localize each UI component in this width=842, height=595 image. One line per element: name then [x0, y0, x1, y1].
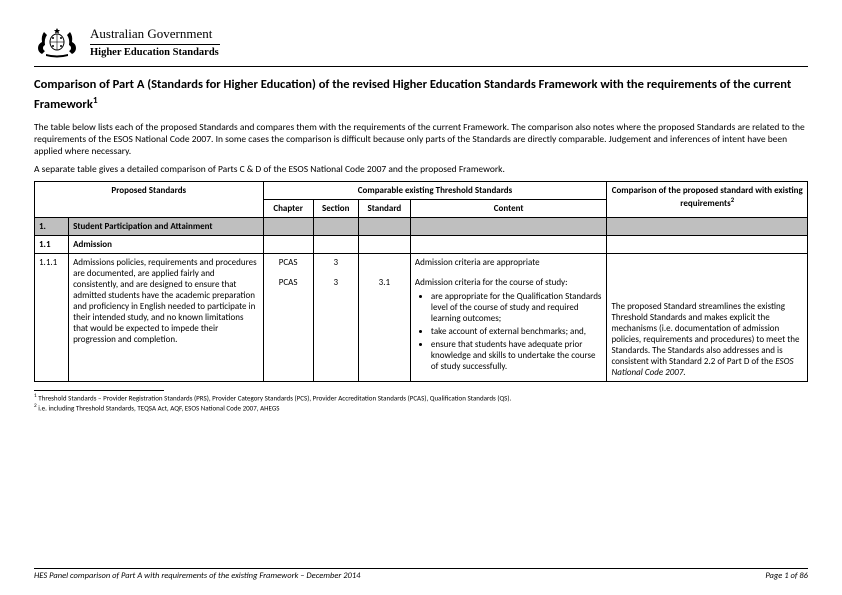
th-chapter: Chapter: [263, 200, 313, 218]
footer-left: HES Panel comparison of Part A with requ…: [34, 571, 360, 581]
th-comparable: Comparable existing Threshold Standards: [263, 182, 607, 200]
fn2-text: i.e. including Threshold Standards, TEQS…: [37, 404, 280, 413]
footnote-2: 2 i.e. including Threshold Standards, TE…: [34, 403, 808, 413]
page-title: Comparison of Part A (Standards for High…: [34, 77, 808, 114]
th-standard: Standard: [358, 200, 410, 218]
header-rule: [34, 66, 808, 67]
table-subsection-row: 1.1 Admission: [35, 236, 808, 254]
comparison-text: The proposed Standard streamlines the ex…: [611, 301, 799, 367]
detail-section: 3 3: [313, 254, 358, 382]
detail-proposed: Admissions policies, requirements and pr…: [69, 254, 263, 382]
intro-para-1: The table below lists each of the propos…: [34, 122, 808, 158]
bullet-0: are appropriate for the Qualification St…: [431, 291, 603, 324]
th-comparison: Comparison of the proposed standard with…: [607, 182, 808, 218]
footnote-1: 1 Threshold Standards – Provider Registr…: [34, 393, 808, 403]
detail-content: Admission criteria are appropriate Admis…: [410, 254, 607, 382]
coat-of-arms-icon: [34, 24, 80, 60]
chapter-1: PCAS: [268, 257, 309, 268]
intro-para-2: A separate table gives a detailed compar…: [34, 164, 808, 176]
sub-num: 1.1: [35, 236, 69, 254]
chapter-2: PCAS: [268, 277, 309, 288]
th-section: Section: [313, 200, 358, 218]
footnote-rule: [34, 390, 164, 391]
section-2: 3: [318, 277, 354, 288]
sub-label: Admission: [69, 236, 263, 254]
detail-comparison: The proposed Standard streamlines the ex…: [607, 254, 808, 382]
document-header: Australian Government Higher Education S…: [34, 24, 808, 60]
detail-chapter: PCAS PCAS: [263, 254, 313, 382]
fn1-text: Threshold Standards – Provider Registrat…: [37, 394, 512, 403]
standard-2: 3.1: [363, 277, 406, 288]
table-row: 1.1.1 Admissions policies, requirements …: [35, 254, 808, 382]
th-proposed: Proposed Standards: [35, 182, 264, 218]
table-section-row: 1. Student Participation and Attainment: [35, 218, 808, 236]
section-1: 3: [318, 257, 354, 268]
detail-standard: 3.1: [358, 254, 410, 382]
th-comparison-text: Comparison of the proposed standard with…: [612, 185, 803, 209]
content-line-1: Admission criteria are appropriate: [415, 257, 603, 268]
page-footer: HES Panel comparison of Part A with requ…: [34, 568, 808, 581]
gov-text-block: Australian Government Higher Education S…: [90, 24, 220, 58]
sect-num: 1.: [35, 218, 69, 236]
footer-right: Page 1 of 86: [765, 571, 808, 581]
content-bullets: are appropriate for the Qualification St…: [415, 291, 603, 372]
th-content: Content: [410, 200, 607, 218]
bullet-1: take account of external benchmarks; and…: [431, 326, 603, 337]
title-text: Comparison of Part A (Standards for High…: [34, 77, 791, 112]
gov-line-1: Australian Government: [90, 26, 220, 45]
detail-num: 1.1.1: [35, 254, 69, 382]
footnotes: 1 Threshold Standards – Provider Registr…: [34, 390, 808, 413]
title-sup: 1: [93, 94, 98, 106]
bullet-2: ensure that students have adequate prior…: [431, 339, 603, 372]
th-comparison-sup: 2: [731, 196, 734, 204]
gov-line-2: Higher Education Standards: [90, 47, 220, 58]
content-line-2: Admission criteria for the course of stu…: [415, 277, 603, 288]
sect-label: Student Participation and Attainment: [69, 218, 263, 236]
comparison-table: Proposed Standards Comparable existing T…: [34, 181, 808, 382]
